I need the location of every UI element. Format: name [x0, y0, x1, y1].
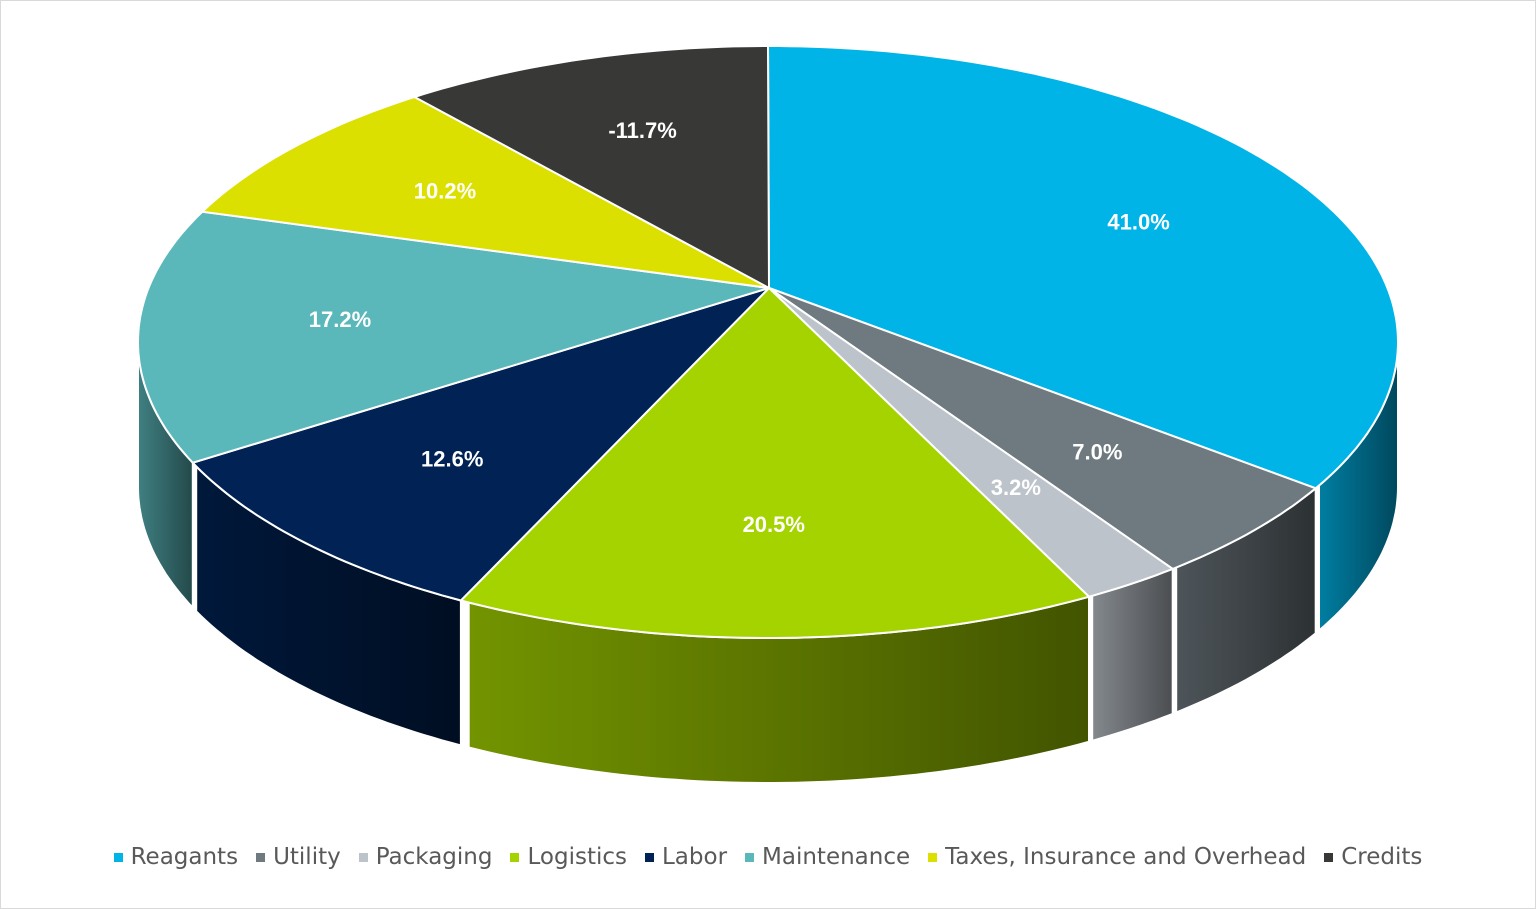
legend-item: Packaging — [358, 844, 493, 870]
data-label: 7.0% — [1072, 439, 1122, 464]
pie-slice-packaging — [768, 287, 1175, 598]
pie-side-2 — [1091, 567, 1174, 743]
pie-slice-logistics — [458, 286, 1091, 639]
legend-label: Packaging — [375, 844, 493, 870]
pie-slice-reagants — [766, 45, 1400, 490]
pie-slice-credits — [411, 45, 771, 290]
legend-swatch — [113, 852, 123, 862]
legend-swatch — [928, 852, 938, 862]
pie-chart: 41.0% 7.0% 3.2% 20.5% 12.6% 17.2% 10.2% -11.7% — [136, 45, 1400, 784]
legend-item: Labor — [644, 844, 728, 870]
legend-item: Taxes, Insurance and Overhead — [928, 844, 1306, 870]
legend-label: Reagants — [130, 844, 239, 870]
data-label: 10.2% — [414, 179, 476, 204]
legend-item: Utility — [256, 844, 341, 870]
legend-label: Maintenance — [762, 844, 911, 870]
legend-item: Maintenance — [745, 844, 910, 870]
legend-swatch — [510, 852, 520, 862]
data-label: 3.2% — [991, 475, 1041, 500]
data-label: 12.6% — [421, 446, 483, 471]
legend-label: Taxes, Insurance and Overhead — [945, 844, 1307, 870]
pie-slice-labor — [190, 287, 770, 602]
legend-label: Credits — [1341, 844, 1423, 870]
legend-label: Utility — [273, 844, 341, 870]
data-label: 17.2% — [309, 307, 371, 332]
legend-swatch — [256, 852, 266, 862]
legend-swatch — [358, 852, 368, 862]
legend-item: Logistics — [510, 844, 627, 870]
pie-slice-utility — [768, 287, 1318, 571]
pie-slice-taxes-insurance-and-overhead — [200, 95, 770, 289]
data-label: -11.7% — [608, 118, 677, 143]
legend-swatch — [644, 852, 654, 862]
pie-slice-maintenance — [136, 210, 770, 464]
legend-swatch — [745, 852, 755, 862]
legend-label: Logistics — [527, 844, 627, 870]
data-label: 20.5% — [743, 512, 805, 537]
legend-label: Labor — [661, 844, 728, 870]
legend-item: Credits — [1324, 844, 1422, 870]
legend-item: Reagants — [113, 844, 239, 870]
legend-swatch — [1324, 852, 1334, 862]
data-label: 41.0% — [1107, 209, 1169, 234]
legend: Reagants Utility Packaging Logistics Labor Ma… — [1, 844, 1535, 870]
